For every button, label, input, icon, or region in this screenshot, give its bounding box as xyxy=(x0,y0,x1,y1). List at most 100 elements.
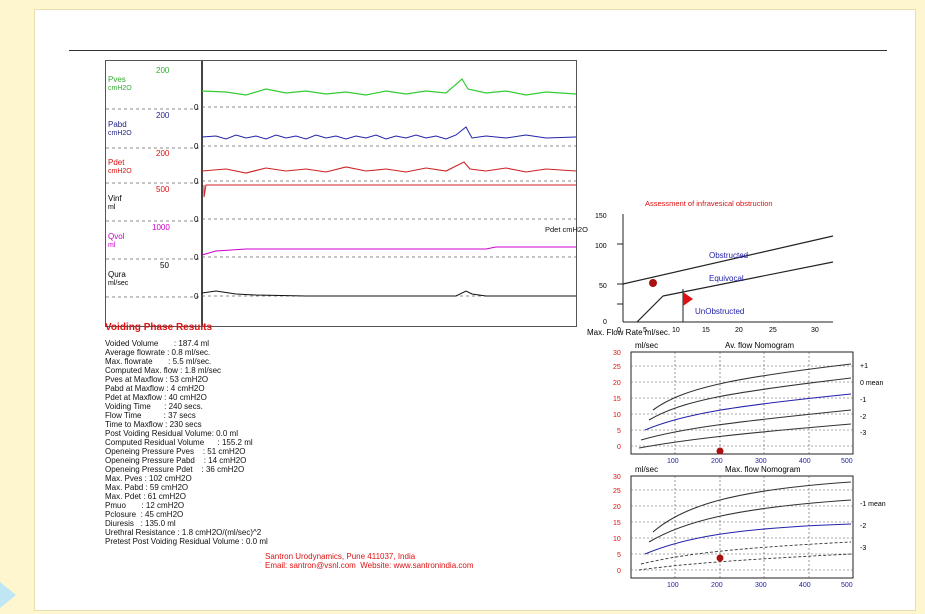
nomo1-ytick: 150 xyxy=(595,213,607,220)
nomo3-xtick: 400 xyxy=(799,582,811,588)
nomo2-ytick: 10 xyxy=(613,412,621,419)
av-flow-nomogram: ml/sec Av. flow Nomogram 30 25 20 15 10 … xyxy=(613,341,883,464)
result-row: Time to Maxflow : 230 secs xyxy=(105,420,202,429)
pves-name: Pves xyxy=(108,75,126,84)
nomo1-xtick: 0 xyxy=(617,327,621,334)
result-row: Openeing Pressure Pabd : 14 cmH2O xyxy=(105,456,247,465)
qvol-zero: 0 xyxy=(194,253,199,262)
result-row: Diuresis : 135.0 ml xyxy=(105,519,176,528)
nomo3-ytick: 20 xyxy=(613,504,621,511)
nomo2-title: Av. flow Nomogram xyxy=(725,341,794,350)
qvol-trace xyxy=(201,246,576,256)
pves-trace xyxy=(201,78,577,96)
result-row: Average flowrate : 0.8 ml/sec. xyxy=(105,348,211,357)
nomo2-xtick: 300 xyxy=(755,458,767,464)
qura-zero: 0 xyxy=(194,292,199,301)
qura-trace xyxy=(201,290,576,297)
nomo2-curve: -1 xyxy=(860,397,866,404)
nomo2-ytick: 20 xyxy=(613,380,621,387)
vinf-trace xyxy=(203,184,576,198)
pdet-unit: cmH2O xyxy=(108,168,132,175)
nomo1-ytick: 100 xyxy=(595,243,607,250)
pdet-zero: 0 xyxy=(194,177,199,186)
nomo3-title: Max. flow Nomogram xyxy=(725,465,801,474)
obstruction-nomogram: Assessment of infravesical obstruction P… xyxy=(545,199,834,334)
nomo2-xtick: 200 xyxy=(711,458,723,464)
footer-address: Santron Urodynamics, Pune 411037, India xyxy=(265,552,416,561)
traces-svg xyxy=(106,61,577,326)
nomo3-ytick: 30 xyxy=(613,474,621,481)
nomo3-curve: -1 mean xyxy=(860,501,886,508)
nomo3-ytick: 15 xyxy=(613,520,621,527)
nomo2-curve: +1 xyxy=(860,363,868,370)
title-rule xyxy=(69,50,887,51)
nomo1-flag xyxy=(683,292,693,306)
result-row: Max. flowrate : 5.5 ml/sec. xyxy=(105,357,212,366)
nomo2-ytick: 25 xyxy=(613,364,621,371)
result-row: Voided Volume : 187.4 ml xyxy=(105,339,210,348)
nomo3-curve: -3 xyxy=(860,545,866,552)
result-row: Pclosure : 45 cmH2O xyxy=(105,510,184,519)
vinf-name: Vinf xyxy=(108,194,122,203)
nomo2-ytick: 0 xyxy=(617,444,621,451)
nomo1-xtick: 30 xyxy=(811,327,819,334)
nomo3-ytick: 25 xyxy=(613,488,621,495)
result-row: Voiding Time : 240 secs. xyxy=(105,402,203,411)
pabd-trace xyxy=(201,126,577,140)
footer-contact: Email: santron@vsnl.com Website: www.san… xyxy=(265,561,474,570)
nomo3-ytick: 10 xyxy=(613,536,621,543)
nomo1-point xyxy=(649,279,657,287)
nomo1-title-1: Assessment of infravesical obstruction xyxy=(645,199,773,208)
nomo2-curve: -3 xyxy=(860,430,866,437)
pdet-name: Pdet xyxy=(108,158,125,167)
qura-name: Qura xyxy=(108,270,126,279)
pabd-zero: 0 xyxy=(194,142,199,151)
slide: 200 Pves cmH2O 0 200 Pabd cmH2O 0 200 Pd… xyxy=(34,9,916,611)
pdet-trace xyxy=(201,161,577,174)
nomo3-xtick: 300 xyxy=(755,582,767,588)
nomo2-xtick: 400 xyxy=(799,458,811,464)
pdet-max: 200 xyxy=(156,149,170,158)
nomo3-ytick: 5 xyxy=(617,552,621,559)
nomo2-ytick: 30 xyxy=(613,350,621,357)
result-row: Max. Pabd : 59 cmH2O xyxy=(105,483,189,492)
nomo2-ytick: 15 xyxy=(613,396,621,403)
nomo1-xtick: 25 xyxy=(769,327,777,334)
nomo2-point xyxy=(716,447,724,455)
result-row: Computed Residual Volume : 155.2 ml xyxy=(105,438,253,447)
vinf-unit: ml xyxy=(108,204,116,211)
nomo3-point xyxy=(716,554,724,562)
nomo2-xtick: 100 xyxy=(667,458,679,464)
result-row: Max. Pdet : 61 cmH2O xyxy=(105,492,186,501)
max-flow-nomogram: ml/sec Max. flow Nomogram 30 25 20 15 10… xyxy=(613,465,886,588)
qvol-max: 1000 xyxy=(152,223,170,232)
pves-max: 200 xyxy=(156,66,170,75)
nomo1-zone-obstructed: Obstructed xyxy=(709,251,748,260)
result-row: Openeing Pressure Pdet : 36 cmH2O xyxy=(105,465,245,474)
nomo1-ytick: 50 xyxy=(599,283,607,290)
pves-zero: 0 xyxy=(194,103,199,112)
nomo1-ylabel: Pdet cmH2O xyxy=(545,225,588,234)
nomo3-xtick: 500 xyxy=(841,582,853,588)
result-row: Pabd at Maxflow : 4 cmH2O xyxy=(105,384,205,393)
nomo3-unit: ml/sec xyxy=(635,465,658,474)
pves-unit: cmH2O xyxy=(108,85,132,92)
result-row: Computed Max. flow : 1.8 ml/sec xyxy=(105,366,222,375)
nomo2-ytick: 5 xyxy=(617,428,621,435)
result-row: Pmuo : 12 cmH2O xyxy=(105,501,185,510)
nomo1-xtick: 10 xyxy=(672,327,680,334)
nomo1-xlabel: Max. Flow Rate ml/sec. xyxy=(587,328,671,337)
nomo2-curve: 0 mean xyxy=(860,380,883,387)
nomo3-ytick: 0 xyxy=(617,568,621,575)
nomo1-xtick: 5 xyxy=(643,327,647,334)
nomo2-xtick: 500 xyxy=(841,458,853,464)
nomo1-zone-unobstructed: UnObstructed xyxy=(695,307,744,316)
result-row: Flow Time : 37 secs xyxy=(105,411,196,420)
pabd-max: 200 xyxy=(156,111,170,120)
result-row: Pves at Maxflow : 53 cmH2O xyxy=(105,375,209,384)
pabd-name: Pabd xyxy=(108,120,127,129)
vinf-max: 500 xyxy=(156,185,170,194)
result-row: Post Voiding Residual Volume: 0.0 ml xyxy=(105,429,238,438)
nomo1-ytick: 0 xyxy=(603,319,607,326)
voiding-results: Voiding Phase Results Voided Volume : 18… xyxy=(105,322,625,546)
